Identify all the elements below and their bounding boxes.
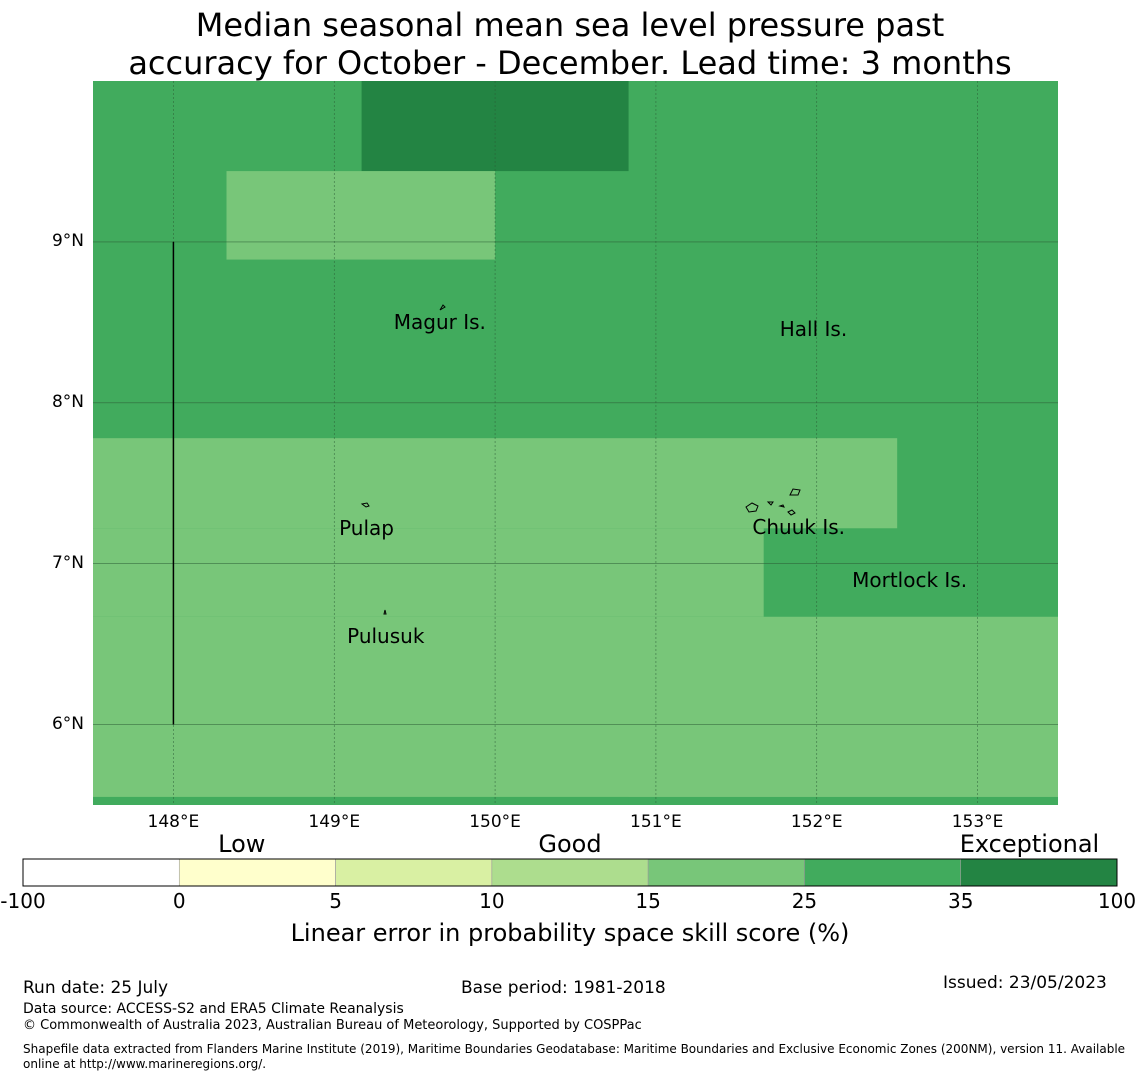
base-period: Base period: 1981-2018 xyxy=(461,978,666,998)
colorbar-tick-label: -100 xyxy=(0,889,46,913)
run-date: Run date: 25 July xyxy=(23,978,169,998)
place-label: Hall Is. xyxy=(779,316,848,341)
colorbar-bin xyxy=(491,858,649,887)
issued-date: Issued: 23/05/2023 xyxy=(943,973,1107,993)
grid-lines xyxy=(93,81,1058,805)
colorbar-bin xyxy=(22,858,180,887)
lon-tick-label: 151°E xyxy=(630,812,682,832)
skill-cells xyxy=(93,81,1058,805)
colorbar-bin xyxy=(960,858,1118,887)
island-outline xyxy=(789,488,801,496)
place-label: Pulap xyxy=(339,516,394,541)
lat-tick-label: 7°N xyxy=(51,552,84,573)
lon-tick-label: 153°E xyxy=(951,812,1004,832)
island-outline xyxy=(745,502,759,513)
colorbar-tick-label: 15 xyxy=(635,889,661,913)
place-label: Mortlock Is. xyxy=(852,567,968,592)
colorbar-bin xyxy=(804,858,962,887)
skill-cell xyxy=(93,796,629,805)
map-title-line1: Median seasonal mean sea level pressure … xyxy=(195,6,945,44)
lon-tick-label: 148°E xyxy=(147,812,200,832)
colorbar-tick-label: 5 xyxy=(329,889,342,913)
colorbar-tick-label: 100 xyxy=(1097,889,1137,913)
island-outline xyxy=(766,501,774,506)
map-title: Median seasonal mean sea level pressure … xyxy=(0,6,1140,82)
data-source: Data source: ACCESS-S2 and ERA5 Climate … xyxy=(23,1001,404,1017)
colorbar-tick-label: 10 xyxy=(479,889,505,913)
island-outline xyxy=(360,502,370,508)
lat-tick-label: 9°N xyxy=(51,230,84,251)
skill-cell xyxy=(93,616,1058,797)
shapefile-credit-line2: online at http://www.marineregions.org/. xyxy=(23,1057,267,1071)
lon-tick-label: 150°E xyxy=(469,812,521,832)
skill-cell xyxy=(226,171,496,260)
shapefile-credit-line1: Shapefile data extracted from Flanders M… xyxy=(23,1042,1126,1056)
island-outline xyxy=(439,304,446,311)
colorbar-tick-label: 35 xyxy=(947,889,974,913)
map-title-line2: accuracy for October - December. Lead ti… xyxy=(128,44,1012,82)
island-outline xyxy=(778,504,785,508)
skill-cell xyxy=(93,528,764,617)
island-outlines xyxy=(360,304,801,615)
colorbar-bin xyxy=(178,858,336,887)
lon-tick-label: 149°E xyxy=(308,812,361,832)
colorbar-frame xyxy=(22,858,1118,887)
copyright: © Commonwealth of Australia 2023, Austra… xyxy=(23,1018,642,1033)
island-outline xyxy=(383,609,387,615)
island-outline xyxy=(787,509,796,516)
colorbar-category-label: Exceptional xyxy=(959,830,1100,858)
place-label: Pulusuk xyxy=(347,624,425,649)
colorbar-title: Linear error in probability space skill … xyxy=(290,919,850,947)
colorbar-bin xyxy=(335,858,493,887)
colorbar-tick-label: 25 xyxy=(791,889,818,913)
colorbar-category-label: Low xyxy=(218,830,266,858)
colorbar-tick-label: 0 xyxy=(172,889,186,913)
colorbar-bin xyxy=(647,858,805,887)
lat-tick-label: 8°N xyxy=(51,391,84,412)
place-label: Chuuk Is. xyxy=(752,514,846,539)
lon-tick-label: 152°E xyxy=(790,812,843,832)
colorbar xyxy=(22,858,1118,887)
colorbar-category-label: Good xyxy=(538,830,602,858)
place-label: Magur Is. xyxy=(393,310,486,335)
lat-tick-label: 6°N xyxy=(51,713,84,734)
